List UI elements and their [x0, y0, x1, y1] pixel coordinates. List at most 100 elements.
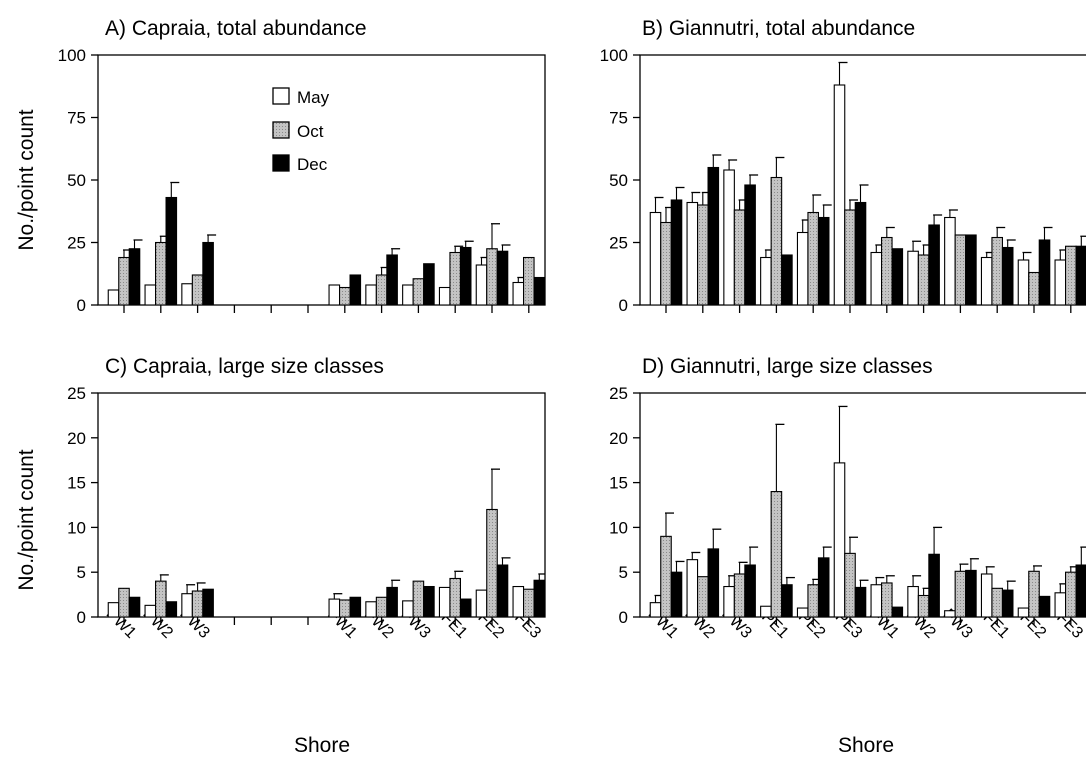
panel-c-bar-pw1-may: [107, 602, 120, 617]
panel-b-bar-fe2-oct: [1028, 271, 1040, 305]
panel-d-bar-fe2-dec: [1038, 595, 1051, 617]
panel-d-bar-fw2-dec: [928, 553, 940, 617]
panel-d-bar-fe3-may: [1054, 592, 1067, 617]
panel-b-bar-fw1-dec: [891, 248, 904, 305]
panel-b-bar-fe2-may: [1017, 259, 1030, 305]
panel-a-bar-pw1-may: [107, 289, 120, 305]
panel-a-bar-fw2-dec: [386, 254, 398, 305]
panel-d-bar-pe3-may: [833, 462, 846, 617]
panel-c-bar-pw3-may: [181, 593, 193, 617]
panel-c-y-axis-label: No./point count: [15, 449, 38, 590]
panel-c-title: C) Capraia, large size classes: [105, 355, 384, 378]
panel-b-bar-pw1-dec: [670, 199, 683, 305]
panel-a-y-tick-label-2: 50: [67, 171, 86, 190]
panel-c-x-axis-label: Shore: [294, 734, 350, 757]
panel-a-bar-fe3-dec: [533, 276, 545, 305]
panel-c-bar-fw3-dec: [423, 585, 435, 617]
panel-a-bar-fe2-may: [475, 264, 488, 305]
panel-a-bar-pw2-may: [144, 284, 157, 305]
panel-d-bar-fw3-dec: [965, 569, 977, 617]
panel-c-y-tick-label-5: 25: [67, 384, 86, 403]
panel-b-bar-fw2-oct: [917, 254, 930, 305]
panel-a-y-axis-label: No./point count: [15, 109, 38, 250]
panel-b-bar-fw3-dec: [965, 234, 977, 305]
panel-d-bar-pw3-dec: [744, 564, 756, 617]
panel-b-bar-fe2-dec: [1038, 239, 1051, 305]
panel-b-bar-fw3-oct: [954, 234, 967, 305]
panel-c-bar-pw1-oct: [118, 587, 130, 617]
panel-a-bar-fw1-oct: [338, 286, 351, 305]
panel-c-bar-fe2-may: [475, 589, 488, 617]
panel-a-y-tick-label-0: 0: [77, 296, 86, 315]
panel-c-bar-fw3-may: [402, 600, 414, 617]
panel-a-bar-fw2-oct: [375, 274, 388, 305]
legend-label-oct: Oct: [297, 122, 324, 141]
panel-a-bar-fw3-oct: [412, 278, 425, 305]
panel-d-bar-pw1-dec: [670, 571, 683, 617]
panel-c-bar-pw2-dec: [165, 601, 178, 617]
panel-b-bar-pe1-oct: [770, 176, 783, 305]
panel-b-bar-pw2-dec: [707, 166, 720, 305]
panel-b-bar-fw1-may: [870, 251, 883, 305]
panel-b-bar-pw3-oct: [733, 209, 746, 305]
panel-c-bar-fw2-may: [365, 601, 377, 617]
panel-a: 0 25 50 75 100: [58, 46, 546, 315]
panel-b-bar-pe3-may: [833, 84, 846, 305]
panel-a-bar-pw3-oct: [191, 274, 204, 305]
panel-a-bar-fe1-oct: [449, 251, 462, 305]
panel-b-bar-pw1-may: [649, 211, 662, 305]
panel-d-bar-fe1-oct: [991, 587, 1004, 617]
panel-c-bar-pw2-may: [144, 604, 157, 617]
panel-b-bar-pe1-dec: [781, 254, 793, 305]
panel-b-y-tick-label-2: 50: [609, 171, 628, 190]
panel-a-bar-fw1-dec: [349, 274, 362, 305]
panel-b-bar-fe1-dec: [1001, 246, 1014, 305]
panel-d-bar-fe2-may: [1017, 607, 1030, 617]
panel-b-title: B) Giannutri, total abundance: [642, 17, 915, 40]
panel-d-bar-fw3-may: [944, 610, 956, 617]
panel-a-y-tick-label-3: 75: [67, 109, 86, 128]
panel-a-bar-pw3-dec: [202, 241, 214, 305]
panel-d-bar-pe1-may: [760, 605, 772, 617]
legend-swatch-may: [272, 87, 290, 105]
panel-d-frame: [639, 392, 1086, 618]
panel-d-bar-pe3-oct: [844, 552, 856, 617]
panel-d-bar-fw2-may: [907, 585, 919, 617]
panel-c-y-tick-label-0: 0: [77, 608, 86, 627]
panel-b-bar-pw2-may: [686, 201, 699, 305]
panel-d-bars: [649, 405, 1086, 617]
panel-c-y-tick-label-1: 5: [77, 563, 86, 582]
panel-c-bar-fe3-may: [512, 585, 525, 617]
panel-d-bar-pw2-may: [686, 559, 699, 617]
panel-a-bar-fw1-may: [328, 284, 341, 305]
legend-label-may: May: [297, 88, 330, 107]
panel-d-bar-pw3-may: [723, 585, 735, 617]
panel-d-bar-pe2-dec: [817, 557, 830, 617]
panel-d-bar-fw1-oct: [880, 582, 893, 617]
panel-b-bar-fw2-may: [907, 250, 919, 305]
panel-b-bar-pw2-oct: [696, 204, 709, 305]
panel-a-bar-pw1-oct: [118, 256, 130, 305]
panel-b: 0 25 50 75 100: [600, 46, 1086, 315]
panel-b-bar-fe1-oct: [991, 236, 1004, 305]
panel-b-bar-fw1-oct: [880, 236, 893, 305]
panel-c-bar-fe2-dec: [496, 564, 509, 617]
panel-b-bar-pe2-dec: [817, 216, 830, 305]
panel-a-bar-pw1-dec: [128, 248, 141, 305]
panel-b-bar-pe2-may: [796, 231, 809, 305]
panel-c-bar-fw1-dec: [349, 596, 362, 617]
panel-b-y-tick-label-0: 0: [619, 296, 628, 315]
panel-c-bar-fe1-may: [438, 586, 451, 617]
panel-d-bar-pe2-oct: [807, 584, 820, 617]
panel-b-y-tick-label-4: 100: [600, 46, 628, 65]
panel-a-bar-pw2-oct: [155, 241, 167, 305]
panel-d-bar-fe2-oct: [1028, 570, 1040, 617]
panel-a-bar-fe2-dec: [496, 250, 509, 305]
panel-c-y-tick-label-3: 15: [67, 474, 86, 493]
legend-item-oct: Oct: [272, 121, 324, 141]
panel-d-bar-pe2-may: [796, 607, 809, 617]
panel-d-bar-pw1-may: [649, 602, 662, 617]
